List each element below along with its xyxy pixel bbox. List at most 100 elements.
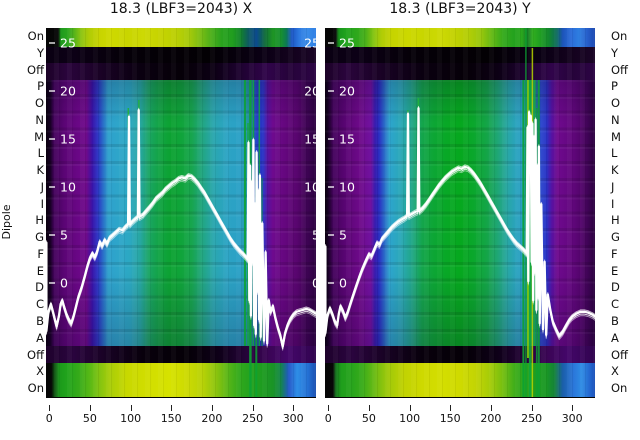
row-label-left: G [35, 230, 44, 245]
x-axis-tick-label: 300 [282, 412, 304, 425]
inner-tick-label: 0 [60, 276, 68, 291]
x-axis-tick-label: 150 [160, 412, 182, 425]
heatmap-band-off-row [325, 63, 595, 80]
heatmap-band-y-row [46, 47, 316, 63]
row-label-left: Y [36, 45, 44, 60]
row-label-right: G [611, 230, 620, 245]
x-axis-tick [368, 405, 370, 411]
x-axis-tick-label: 0 [324, 412, 332, 425]
x-axis-tick-label: 100 [120, 412, 142, 425]
heatmap-band-top [325, 28, 595, 47]
inner-tick-label: 15 [60, 132, 76, 147]
signal-line [46, 113, 316, 351]
panel-x-title: 18.3 (LBF3=2043) X [109, 1, 253, 17]
x-axis-tick [450, 405, 452, 411]
signal-line [325, 105, 595, 335]
inner-tick-label-right: 20 [304, 84, 316, 99]
row-label-right: C [611, 297, 620, 312]
signal-line [46, 107, 316, 345]
row-label-right: A [611, 330, 619, 345]
x-axis-tick-label: 250 [242, 412, 264, 425]
row-label-left: B [36, 314, 44, 329]
inner-tick-label: 20 [339, 84, 355, 99]
x-axis-tick [293, 405, 295, 411]
row-label-right: Off [611, 62, 628, 77]
row-label-right: On [611, 381, 628, 396]
inner-tick-label: 10 [339, 180, 355, 195]
signal-line [325, 110, 595, 339]
signal-line [325, 107, 595, 337]
row-label-left: X [36, 364, 44, 379]
inner-tick-label: 20 [60, 84, 76, 99]
signal-line [325, 111, 595, 341]
row-label-right: M [611, 129, 621, 144]
row-label-right: P [611, 79, 618, 94]
x-axis-tick [130, 405, 132, 411]
signal-line [46, 109, 316, 348]
heatmap-band-off-row [46, 63, 316, 80]
row-label-left: I [40, 196, 44, 211]
panel-overlay: 25 25 20 20 15 15 10 10 5 5 0 0 [46, 36, 316, 397]
row-label-right: N [611, 112, 620, 127]
row-label-left: J [40, 179, 44, 194]
row-label-left: D [35, 280, 44, 295]
row-label-left: O [34, 96, 44, 111]
panel-y-title: 18.3 (LBF3=2043) Y [389, 1, 531, 17]
row-label-right: Y [611, 45, 619, 60]
row-label-left: L [37, 146, 44, 161]
inner-tick-label: 5 [60, 228, 68, 243]
x-axis-tick-label: 100 [399, 412, 421, 425]
heatmap-band-off-row2 [46, 346, 316, 363]
inner-tick-label-right: 25 [304, 36, 316, 51]
row-label-left: A [36, 330, 44, 345]
x-axis-tick-label: 50 [82, 412, 97, 425]
x-axis-tick-label: 150 [439, 412, 461, 425]
row-label-right: O [611, 96, 621, 111]
row-label-right: I [611, 196, 615, 211]
inner-tick-label-right: 0 [312, 276, 316, 291]
panel-overlay: 25 20 15 10 5 0 [325, 28, 595, 397]
x-axis-tick [211, 405, 213, 411]
right-row-labels: On Y Off P O N M L K J I H G F E D C B A Off X On [611, 28, 640, 397]
x-axis-tick [328, 405, 330, 411]
inner-tick-label: 0 [339, 276, 347, 291]
x-axis-tick-label: 50 [361, 412, 376, 425]
row-label-left: N [35, 112, 44, 127]
row-label-right: J [611, 179, 615, 194]
x-axis-tick [490, 405, 492, 411]
row-label-left: M [34, 129, 44, 144]
heatmap-panel-y[interactable]: 25 20 15 10 5 0 [325, 28, 595, 398]
row-label-left: C [35, 297, 44, 312]
heatmap-band-main [46, 80, 316, 346]
row-label-right: X [611, 364, 619, 379]
inner-tick-label-right: 5 [312, 228, 316, 243]
x-axis-tick-label: 200 [201, 412, 223, 425]
inner-tick-label: 5 [339, 228, 347, 243]
x-axis-tick-label: 0 [45, 412, 53, 425]
row-label-left: H [35, 213, 44, 228]
row-label-right: E [611, 263, 619, 278]
heatmap-band-bottom [325, 363, 595, 397]
x-axis-tick [89, 405, 91, 411]
x-axis-tick [572, 405, 574, 411]
row-label-left: Off [27, 62, 44, 77]
row-label-right: On [611, 29, 628, 43]
row-label-left: On [27, 381, 44, 396]
heatmap-band-bottom [46, 363, 316, 397]
row-label-left: P [37, 79, 44, 94]
x-axis-tick-label: 300 [561, 412, 583, 425]
x-axis-tick-label: 250 [521, 412, 543, 425]
x-axis-tick [171, 405, 173, 411]
heatmap-panel-x[interactable]: 25 25 20 20 15 15 10 10 5 5 0 0 [46, 28, 316, 398]
inner-tick-label: 25 [60, 36, 76, 51]
row-label-left: F [37, 246, 44, 261]
left-row-labels: On Y Off P O N M L K J I H G F E D C B A Off X On [0, 28, 44, 397]
inner-tick-label: 10 [60, 180, 76, 195]
inner-tick-label: 25 [339, 36, 355, 51]
heatmap-band-top [46, 28, 316, 47]
row-label-right: B [611, 314, 619, 329]
row-label-right: L [611, 146, 618, 161]
x-axis-tick [49, 405, 51, 411]
row-label-left: K [36, 163, 44, 178]
